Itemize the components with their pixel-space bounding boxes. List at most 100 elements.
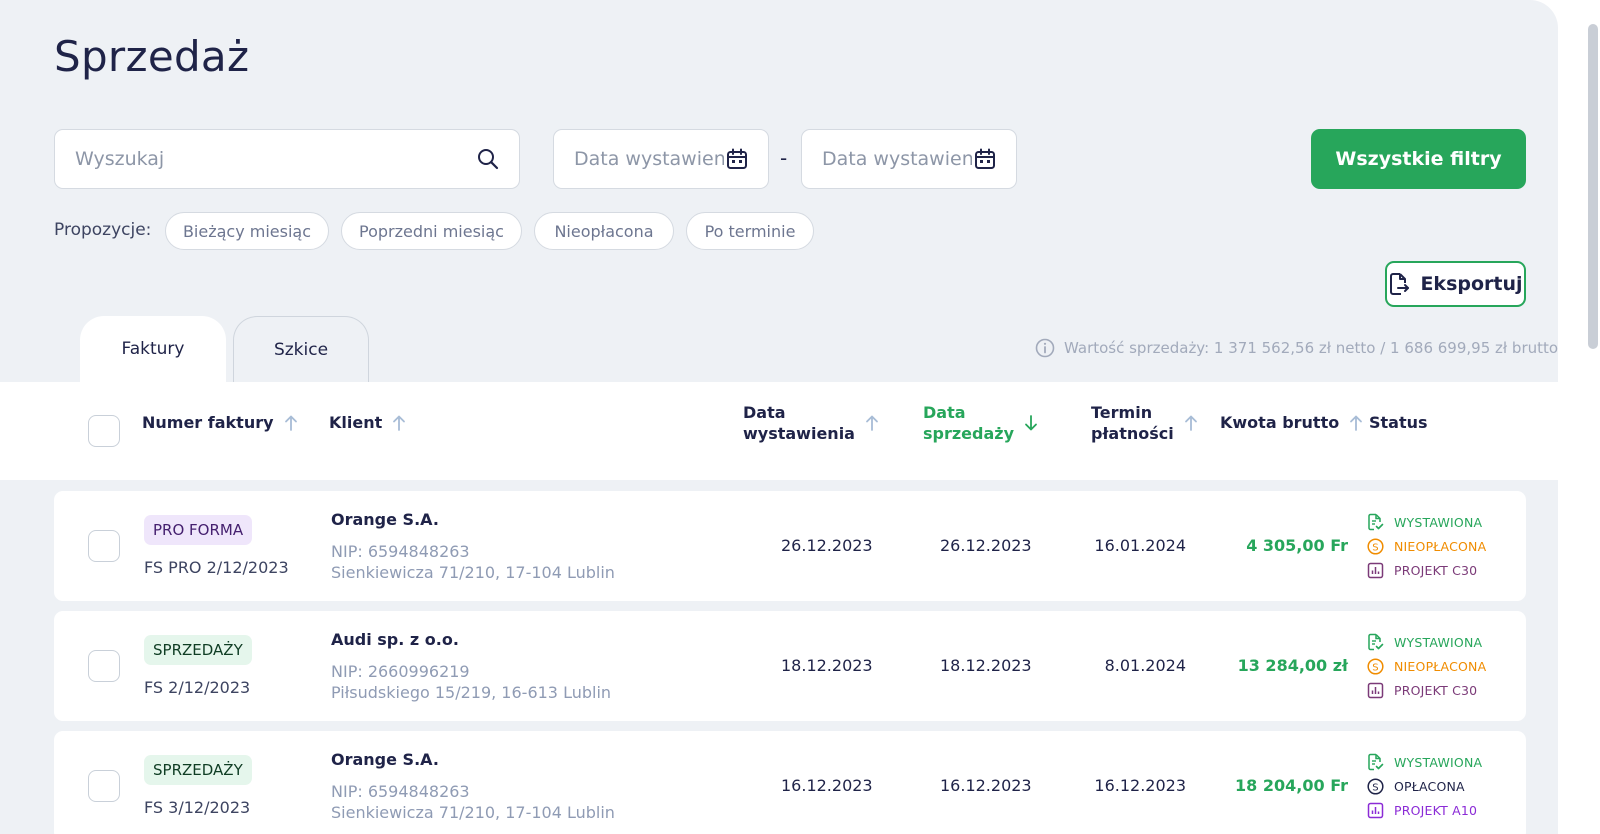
issue-date: 16.12.2023 bbox=[781, 776, 873, 795]
due-date: 16.12.2023 bbox=[1094, 776, 1186, 795]
document-check-icon bbox=[1367, 513, 1384, 531]
info-icon bbox=[1035, 338, 1055, 358]
row-checkbox[interactable] bbox=[88, 530, 120, 562]
table-row[interactable]: SPRZEDAŻY FS 3/12/2023 Orange S.A. NIP: … bbox=[54, 731, 1526, 834]
due-date: 8.01.2024 bbox=[1104, 656, 1186, 675]
column-due-date[interactable]: Termin płatności bbox=[1091, 402, 1198, 444]
svg-text:S: S bbox=[1372, 782, 1379, 793]
column-label: Termin płatności bbox=[1091, 403, 1174, 443]
status-label: WYSTAWIONA bbox=[1394, 634, 1483, 650]
export-button[interactable]: Eksportuj bbox=[1385, 261, 1526, 307]
status-list: WYSTAWIONA S NIEOPŁACONA PROJEKT C30 bbox=[1367, 630, 1486, 702]
chart-icon bbox=[1367, 562, 1384, 579]
file-export-icon bbox=[1388, 272, 1410, 296]
column-client[interactable]: Klient bbox=[329, 412, 406, 433]
client-name: Orange S.A. bbox=[331, 510, 439, 529]
all-filters-button[interactable]: Wszystkie filtry bbox=[1311, 129, 1526, 189]
status-label: NIEOPŁACONA bbox=[1394, 658, 1487, 674]
column-invoice-number[interactable]: Numer faktury bbox=[142, 412, 298, 433]
sale-date: 26.12.2023 bbox=[940, 536, 1032, 555]
invoice-number[interactable]: FS PRO 2/12/2023 bbox=[144, 558, 289, 577]
status-item: PROJEKT C30 bbox=[1367, 678, 1486, 702]
gross-amount: 4 305,00 Fr bbox=[1246, 536, 1348, 555]
status-item: S OPŁACONA bbox=[1367, 774, 1482, 798]
column-sale-date[interactable]: Data sprzedaży bbox=[923, 402, 1038, 444]
date-separator: - bbox=[780, 146, 788, 170]
status-item: S NIEOPŁACONA bbox=[1367, 654, 1486, 678]
chart-icon bbox=[1367, 682, 1384, 699]
sales-page: Sprzedaż Wyszukaj Data wystawienia - Dat… bbox=[0, 0, 1558, 834]
status-label: PROJEKT C30 bbox=[1394, 682, 1478, 698]
sale-date: 18.12.2023 bbox=[940, 656, 1032, 675]
column-label: Klient bbox=[329, 413, 383, 432]
status-label: NIEOPŁACONA bbox=[1394, 538, 1487, 554]
client-address: Piłsudskiego 15/219, 16-613 Lublin bbox=[331, 683, 612, 702]
row-checkbox[interactable] bbox=[88, 650, 120, 682]
tab-drafts[interactable]: Szkice bbox=[233, 316, 369, 382]
client-nip: NIP: 6594848263 bbox=[331, 542, 470, 561]
column-label: Data wystawienia bbox=[743, 403, 855, 443]
coin-icon: S bbox=[1367, 777, 1384, 795]
calendar-icon[interactable] bbox=[726, 148, 748, 170]
chip-previous-month[interactable]: Poprzedni miesiąc bbox=[341, 212, 522, 250]
coin-icon: S bbox=[1367, 537, 1384, 555]
status-label: OPŁACONA bbox=[1394, 778, 1465, 794]
invoice-type-badge: PRO FORMA bbox=[144, 515, 253, 545]
column-label: Status bbox=[1369, 413, 1428, 432]
invoice-number[interactable]: FS 2/12/2023 bbox=[144, 678, 251, 697]
page-title: Sprzedaż bbox=[54, 32, 250, 81]
chip-current-month[interactable]: Bieżący miesiąc bbox=[165, 212, 329, 250]
chip-overdue[interactable]: Po terminie bbox=[686, 212, 814, 250]
calendar-icon[interactable] bbox=[974, 148, 996, 170]
chip-unpaid[interactable]: Nieopłacona bbox=[534, 212, 674, 250]
invoice-number[interactable]: FS 3/12/2023 bbox=[144, 798, 251, 817]
chart-icon bbox=[1367, 802, 1384, 819]
due-date: 16.01.2024 bbox=[1094, 536, 1186, 555]
status-item: PROJEKT A10 bbox=[1367, 798, 1482, 822]
document-check-icon bbox=[1367, 633, 1384, 651]
date-to-input[interactable]: Data wystawienia bbox=[801, 129, 1017, 189]
row-checkbox[interactable] bbox=[88, 770, 120, 802]
column-label: Data sprzedaży bbox=[923, 403, 1015, 443]
client-nip: NIP: 6594848263 bbox=[331, 782, 470, 801]
status-label: PROJEKT A10 bbox=[1394, 802, 1478, 818]
search-icon[interactable] bbox=[477, 148, 499, 170]
suggestions-label: Propozycje: bbox=[54, 220, 152, 240]
column-issue-date[interactable]: Data wystawienia bbox=[743, 402, 879, 444]
client-nip: NIP: 2660996219 bbox=[331, 662, 470, 681]
sort-up-icon bbox=[1350, 415, 1363, 431]
column-gross-amount[interactable]: Kwota brutto bbox=[1220, 412, 1363, 433]
gross-amount: 18 204,00 Fr bbox=[1235, 776, 1348, 795]
sort-up-icon bbox=[866, 415, 878, 431]
client-address: Sienkiewicza 71/210, 17-104 Lublin bbox=[331, 563, 615, 582]
table-row[interactable]: SPRZEDAŻY FS 2/12/2023 Audi sp. z o.o. N… bbox=[54, 611, 1526, 721]
date-from-placeholder: Data wystawienia bbox=[574, 148, 724, 170]
status-item: WYSTAWIONA bbox=[1367, 510, 1486, 534]
issue-date: 26.12.2023 bbox=[781, 536, 873, 555]
coin-icon: S bbox=[1367, 657, 1384, 675]
export-label: Eksportuj bbox=[1420, 273, 1523, 295]
gross-amount: 13 284,00 zł bbox=[1237, 656, 1348, 675]
sort-up-icon bbox=[393, 415, 406, 431]
tab-invoices[interactable]: Faktury bbox=[80, 316, 226, 382]
client-address: Sienkiewicza 71/210, 17-104 Lublin bbox=[331, 803, 615, 822]
status-label: PROJEKT C30 bbox=[1394, 562, 1478, 578]
sale-date: 16.12.2023 bbox=[940, 776, 1032, 795]
document-check-icon bbox=[1367, 753, 1384, 771]
client-name: Audi sp. z o.o. bbox=[331, 630, 459, 649]
status-list: WYSTAWIONA S NIEOPŁACONA PROJEKT C30 bbox=[1367, 510, 1486, 582]
status-label: WYSTAWIONA bbox=[1394, 754, 1483, 770]
sales-value-text: Wartość sprzedaży: 1 371 562,56 zł netto… bbox=[1064, 339, 1558, 357]
date-from-input[interactable]: Data wystawienia bbox=[553, 129, 769, 189]
date-to-placeholder: Data wystawienia bbox=[822, 148, 972, 170]
table-header: Numer faktury Klient Data wystawienia Da… bbox=[0, 382, 1558, 480]
status-item: WYSTAWIONA bbox=[1367, 630, 1486, 654]
column-label: Kwota brutto bbox=[1220, 413, 1340, 432]
scrollbar[interactable] bbox=[1588, 24, 1598, 349]
table-row[interactable]: PRO FORMA FS PRO 2/12/2023 Orange S.A. N… bbox=[54, 491, 1526, 601]
search-input[interactable]: Wyszukaj bbox=[54, 129, 520, 189]
column-label: Numer faktury bbox=[142, 413, 274, 432]
select-all-checkbox[interactable] bbox=[88, 415, 120, 447]
invoice-type-badge: SPRZEDAŻY bbox=[144, 755, 252, 785]
status-item: WYSTAWIONA bbox=[1367, 750, 1482, 774]
